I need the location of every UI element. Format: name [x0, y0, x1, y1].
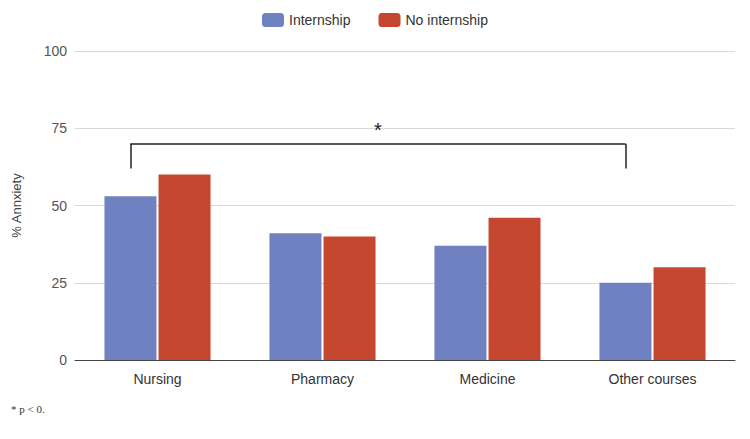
- svg-text:0: 0: [59, 352, 67, 368]
- svg-text:Pharmacy: Pharmacy: [291, 371, 354, 387]
- svg-text:100: 100: [44, 43, 68, 59]
- svg-text:Nursing: Nursing: [133, 371, 181, 387]
- svg-text:*: *: [374, 119, 382, 141]
- svg-text:50: 50: [51, 198, 67, 214]
- svg-text:* p < 0.: * p < 0.: [11, 403, 45, 415]
- svg-text:% Annxiety: % Annxiety: [9, 173, 24, 238]
- svg-text:Other courses: Other courses: [609, 371, 697, 387]
- svg-text:Internship: Internship: [289, 12, 351, 28]
- svg-text:25: 25: [51, 275, 67, 291]
- svg-text:75: 75: [51, 120, 67, 136]
- svg-text:No internship: No internship: [405, 12, 488, 28]
- svg-text:Medicine: Medicine: [459, 371, 515, 387]
